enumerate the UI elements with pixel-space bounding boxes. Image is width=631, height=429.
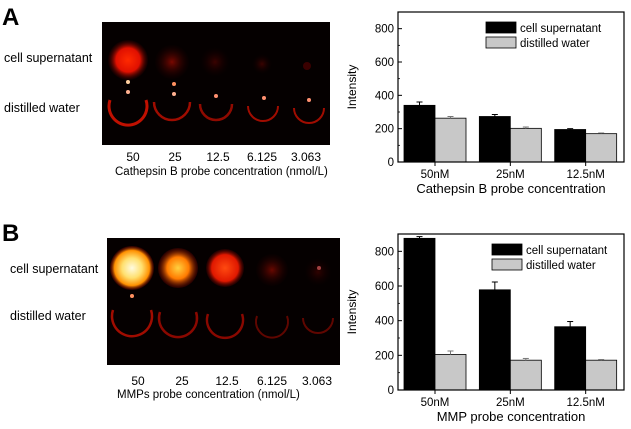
chart-a: 0 200 400 600 800 50nM 25nM 12.5nM Intensity Cath…: [345, 11, 625, 196]
bar-0-0: [403, 237, 436, 391]
x-tick-label: 50nM: [421, 397, 450, 409]
bar-1-0: [434, 354, 467, 391]
legend-swatch-0: [485, 21, 517, 34]
x-axis-label: Cathepsin B probe concentration: [416, 181, 605, 196]
error-bar-1-2: [598, 132, 605, 134]
bar-0-1: [478, 116, 511, 163]
panel-b-letter: B: [2, 220, 20, 247]
bar-0-2: [554, 129, 587, 163]
panel-a-conc-4: 6.125: [246, 150, 278, 164]
bar-1-2: [585, 133, 618, 163]
panel-b-conc-3: 12.5: [215, 374, 239, 388]
bar-1-1: [509, 127, 542, 163]
panel-b-conc-4: 6.125: [256, 374, 288, 388]
panel-b-caption: MMPs probe concentration (nmol/L): [117, 389, 300, 401]
panel-a-letter: A: [2, 4, 20, 31]
panel-a-row-label-water: distilled water: [4, 101, 80, 115]
panel-a-conc-2: 25: [168, 150, 182, 164]
y-tick-label: 400: [375, 90, 394, 102]
y-tick-label: 400: [375, 316, 394, 328]
chart-b: 0 200 400 600 800 50nM 25nM 12.5nM Intensity MMP …: [345, 233, 625, 424]
plot-frame: [397, 233, 625, 391]
bar-0-0: [403, 104, 436, 163]
x-tick-label: 25nM: [496, 397, 525, 409]
y-axis-label: Intensity: [345, 290, 359, 335]
legend-swatch-1: [485, 36, 517, 49]
y-tick-label: 200: [375, 124, 394, 136]
legend-swatch-1: [491, 258, 523, 271]
panel-a-caption: Cathepsin B probe concentration (nmol/L): [115, 166, 328, 178]
panel-b-row-label-water: distilled water: [10, 309, 86, 323]
y-tick-label: 600: [375, 57, 394, 69]
x-tick-label: 12.5nM: [566, 397, 604, 409]
panel-a-wells-bottom: [107, 90, 325, 127]
bar-1-0: [434, 117, 467, 163]
error-bar-1-1: [522, 126, 529, 129]
panel-a-row-label-supernatant: cell supernatant: [4, 51, 93, 65]
bar-1-1: [509, 359, 542, 391]
y-tick-label: 800: [375, 246, 394, 258]
error-bar-0-0: [416, 236, 423, 239]
bar-0-2: [554, 326, 587, 391]
y-tick-label: 800: [375, 24, 394, 36]
y-tick-label: 600: [375, 281, 394, 293]
panel-a-wells-top: [108, 40, 311, 86]
bar-1-2: [585, 359, 618, 391]
error-bar-1-2: [598, 358, 605, 361]
panel-a-conc-5: 3.063: [290, 150, 322, 164]
legend-label-0: cell supernatant: [526, 245, 608, 257]
panel-b-fluorescence-image: [107, 238, 340, 365]
panel-b-row-label-supernatant: cell supernatant: [10, 262, 99, 276]
panel-a-fluorescence-image: [102, 22, 330, 145]
plot-frame: [397, 11, 625, 163]
y-tick-label: 0: [388, 157, 394, 169]
panel-b-conc-2: 25: [175, 374, 189, 388]
error-bar-0-1: [491, 281, 498, 290]
panel-b-wells-top: [110, 246, 332, 290]
y-tick-label: 200: [375, 350, 394, 362]
panel-a-conc-1: 50: [126, 150, 140, 164]
y-axis-label: Intensity: [345, 65, 359, 110]
error-bar-1-1: [522, 357, 529, 361]
x-tick-label: 25nM: [496, 169, 525, 181]
y-tick-label: 0: [388, 385, 394, 397]
error-bar-1-0: [447, 350, 454, 355]
x-axis-label: MMP probe concentration: [437, 409, 586, 424]
panel-b-wells-bottom: [110, 294, 334, 340]
legend-label-0: cell supernatant: [520, 23, 602, 35]
x-tick-label: 12.5nM: [566, 169, 604, 181]
error-bar-0-2: [567, 321, 574, 327]
error-bar-0-2: [567, 128, 574, 130]
error-bar-1-0: [447, 116, 454, 119]
panel-b-conc-5: 3.063: [301, 374, 333, 388]
error-bar-0-0: [416, 101, 423, 106]
legend-label-1: distilled water: [520, 38, 590, 50]
panel-a-conc-3: 12.5: [206, 150, 230, 164]
panel-b-conc-1: 50: [131, 374, 145, 388]
legend-label-1: distilled water: [526, 260, 596, 272]
bar-0-1: [478, 289, 511, 391]
legend-swatch-0: [491, 243, 523, 256]
x-tick-label: 50nM: [421, 169, 450, 181]
error-bar-0-1: [491, 114, 498, 117]
